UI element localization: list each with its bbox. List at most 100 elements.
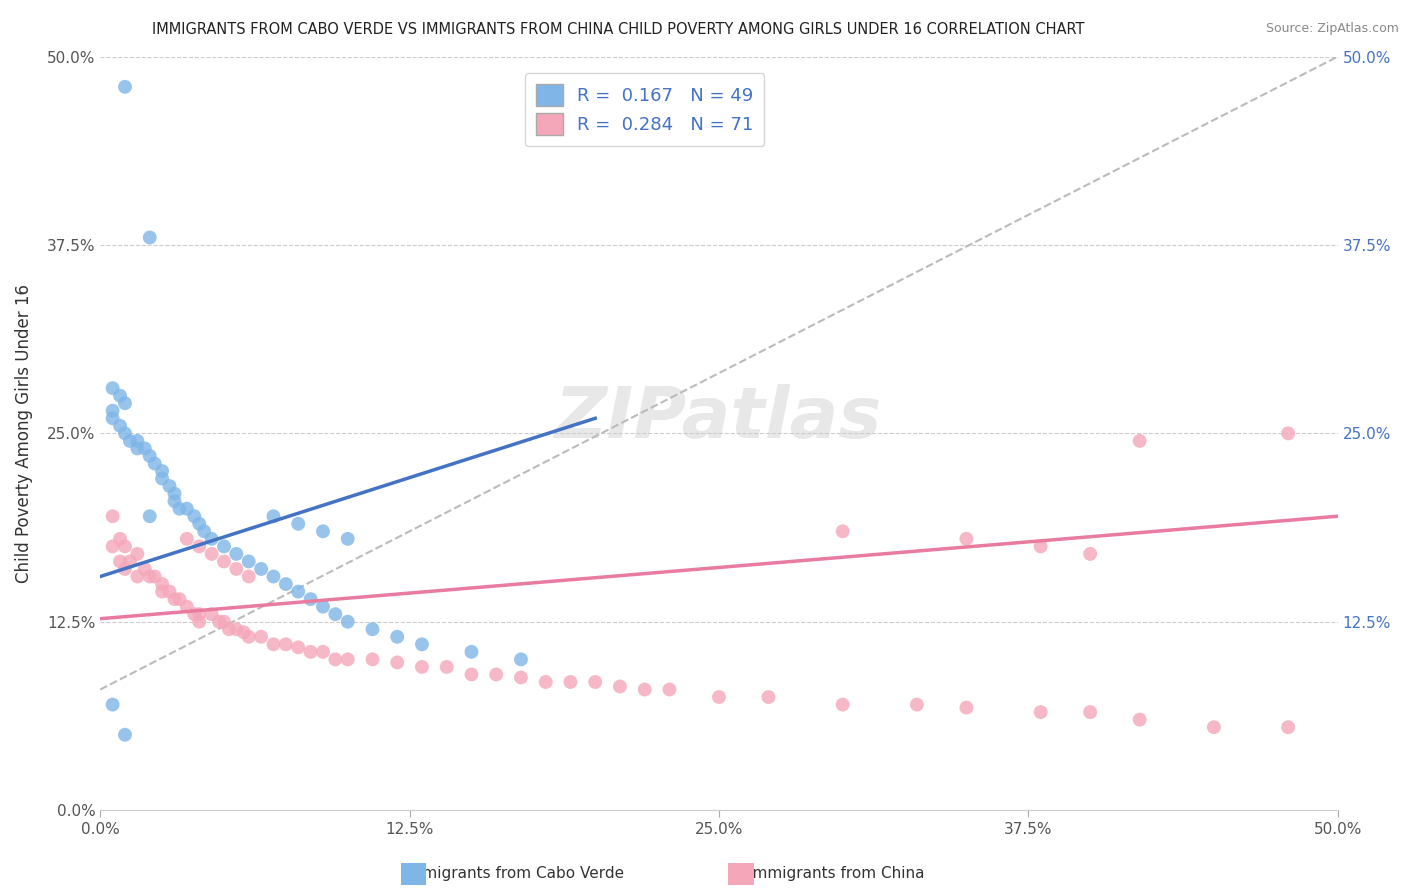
Point [460, 645, 482, 659]
Point [510, 652, 533, 666]
Text: Source: ZipAtlas.com: Source: ZipAtlas.com [1265, 22, 1399, 36]
Point [201, 607, 224, 622]
Point [1277, 426, 1299, 441]
Point [127, 434, 149, 448]
Point [274, 637, 297, 651]
Point [1029, 540, 1052, 554]
Point [1078, 547, 1101, 561]
Point [510, 670, 533, 684]
Point [955, 532, 977, 546]
Point [188, 615, 211, 629]
Point [460, 667, 482, 681]
Legend: R =  0.167   N = 49, R =  0.284   N = 71: R = 0.167 N = 49, R = 0.284 N = 71 [524, 73, 765, 146]
Point [212, 615, 235, 629]
Point [163, 494, 186, 508]
Point [250, 562, 273, 576]
Point [274, 577, 297, 591]
Point [201, 547, 224, 561]
Point [150, 464, 173, 478]
Point [159, 584, 181, 599]
Point [361, 622, 384, 636]
Point [212, 540, 235, 554]
Point [108, 554, 131, 568]
Point [163, 592, 186, 607]
Point [127, 547, 149, 561]
Point [560, 675, 582, 690]
Point [188, 607, 211, 622]
Point [101, 381, 124, 395]
Point [1202, 720, 1225, 734]
Point [139, 509, 162, 524]
Point [634, 682, 657, 697]
Point [114, 396, 136, 410]
Text: Immigrants from Cabo Verde: Immigrants from Cabo Verde [402, 866, 624, 881]
Point [108, 389, 131, 403]
Point [127, 569, 149, 583]
Point [1078, 705, 1101, 719]
Point [263, 637, 285, 651]
Point [387, 656, 409, 670]
Text: IMMIGRANTS FROM CABO VERDE VS IMMIGRANTS FROM CHINA CHILD POVERTY AMONG GIRLS UN: IMMIGRANTS FROM CABO VERDE VS IMMIGRANTS… [152, 22, 1085, 37]
Point [169, 592, 191, 607]
Point [1129, 434, 1152, 448]
Point [139, 569, 162, 583]
Point [143, 457, 166, 471]
Point [955, 700, 977, 714]
Point [225, 547, 247, 561]
Point [436, 660, 458, 674]
Point [169, 501, 191, 516]
Point [193, 524, 215, 539]
Point [225, 562, 247, 576]
Point [831, 524, 853, 539]
Point [114, 562, 136, 576]
Point [159, 479, 181, 493]
Point [534, 675, 557, 690]
Point [263, 569, 285, 583]
Point [1277, 720, 1299, 734]
Point [183, 509, 205, 524]
Point [312, 645, 335, 659]
Point [176, 599, 198, 614]
Point [143, 569, 166, 583]
Point [312, 524, 335, 539]
Point [139, 230, 162, 244]
Point [176, 532, 198, 546]
Point [208, 615, 231, 629]
Point [299, 592, 322, 607]
Point [188, 516, 211, 531]
Point [325, 652, 347, 666]
Point [387, 630, 409, 644]
Point [114, 728, 136, 742]
Point [411, 660, 433, 674]
Point [238, 569, 260, 583]
Point [312, 599, 335, 614]
Point [336, 652, 359, 666]
Point [1129, 713, 1152, 727]
Point [361, 652, 384, 666]
Point [250, 630, 273, 644]
Point [150, 472, 173, 486]
Point [225, 622, 247, 636]
Point [287, 584, 309, 599]
Point [176, 501, 198, 516]
Point [114, 426, 136, 441]
Point [1029, 705, 1052, 719]
Point [905, 698, 928, 712]
Point [118, 434, 141, 448]
Point [263, 509, 285, 524]
Point [583, 675, 606, 690]
Point [325, 607, 347, 622]
Point [287, 640, 309, 655]
Point [188, 540, 211, 554]
Point [232, 625, 254, 640]
Point [101, 540, 124, 554]
Y-axis label: Child Poverty Among Girls Under 16: Child Poverty Among Girls Under 16 [15, 284, 32, 582]
Point [118, 554, 141, 568]
Point [134, 442, 156, 456]
Point [299, 645, 322, 659]
Point [201, 532, 224, 546]
Point [485, 667, 508, 681]
Point [114, 540, 136, 554]
Point [336, 615, 359, 629]
Point [336, 532, 359, 546]
